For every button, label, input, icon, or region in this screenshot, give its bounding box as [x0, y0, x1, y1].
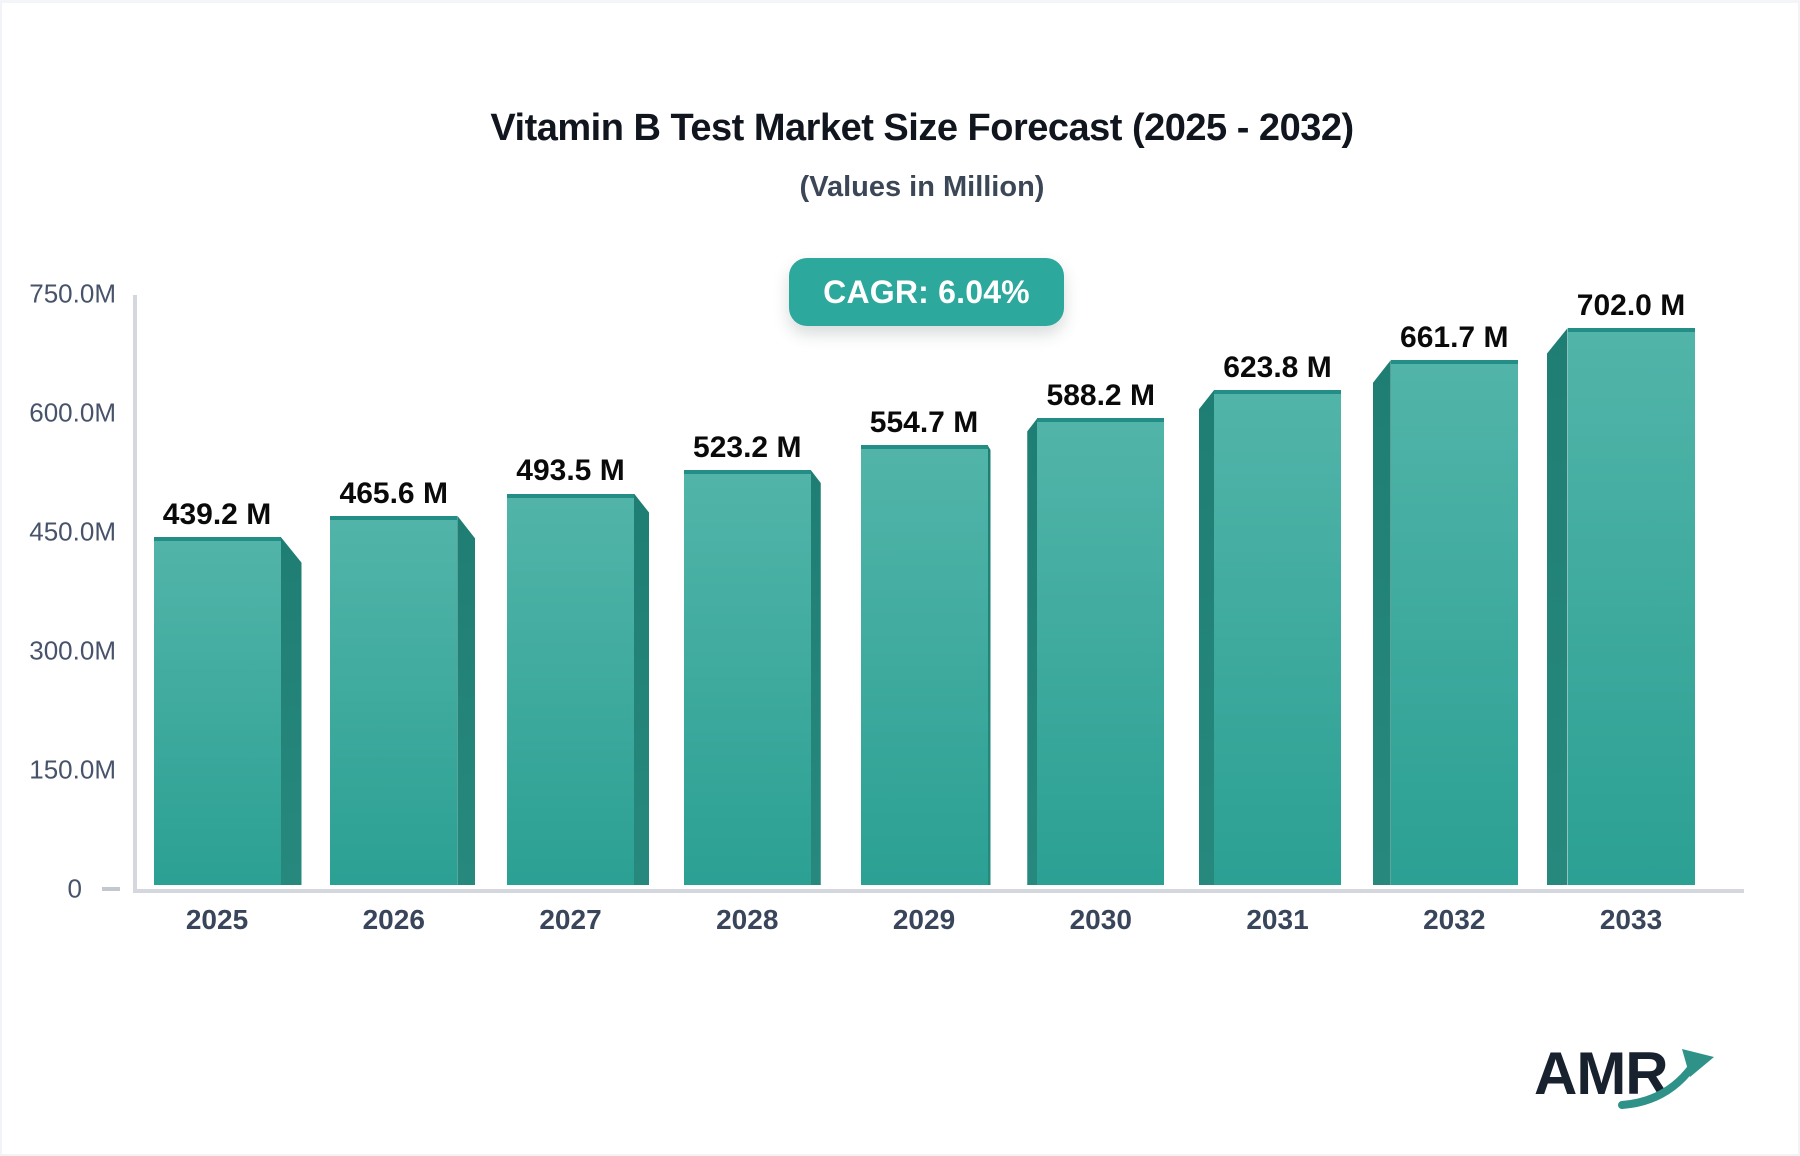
bar-2029: [860, 444, 988, 885]
bar-value-label: 588.2 M: [1046, 379, 1155, 413]
chart-title: Vitamin B Test Market Size Forecast (202…: [490, 107, 1354, 149]
amr-logo: AMR: [1534, 1039, 1734, 1119]
y-tick-label: 150.0M: [29, 754, 116, 785]
bar-side-panel: [1027, 418, 1038, 885]
bar-side-panel: [987, 444, 991, 885]
zero-tick-mark: [102, 887, 120, 891]
bar-value-label: 702.0 M: [1576, 289, 1686, 323]
cagr-badge: CAGR: 6.04%: [789, 258, 1064, 326]
bar-side-panel: [810, 469, 821, 885]
bar-2027: [507, 493, 634, 885]
bar-2033: [1567, 328, 1695, 885]
bar-value-label: 465.6 M: [339, 476, 448, 510]
bar-value-label: 523.2 M: [693, 430, 802, 464]
y-tick-label: 450.0M: [29, 516, 116, 547]
bar-side-panel: [1372, 360, 1391, 885]
y-tick-label: 600.0M: [29, 397, 116, 428]
x-tick-label: 2030: [1069, 904, 1132, 935]
bar-side-panel: [280, 536, 302, 885]
bar-value-label: 554.7 M: [869, 405, 979, 439]
bar-value-label: 623.8 M: [1223, 351, 1332, 385]
y-axis-line: [133, 295, 137, 891]
y-tick-label: 300.0M: [29, 635, 116, 666]
bar-2030: [1037, 418, 1165, 885]
x-tick-label: 2026: [362, 904, 425, 935]
bar-2031: [1214, 390, 1341, 885]
x-tick-label: 2029: [892, 904, 956, 935]
x-tick-label: 2033: [1599, 904, 1663, 935]
y-tick-label: 0: [67, 873, 82, 904]
bar-side-panel: [634, 493, 649, 885]
x-axis-line: [133, 889, 1744, 893]
x-tick-label: 2025: [185, 904, 249, 935]
y-tick-label: 750.0M: [29, 278, 116, 309]
bar-side-panel: [1199, 390, 1214, 885]
growth-arrow-icon: [1618, 1049, 1714, 1109]
x-tick-label: 2031: [1246, 904, 1309, 935]
bar-2028: [683, 469, 811, 885]
bar-value-label: 439.2 M: [162, 497, 272, 531]
bar-value-label: 493.5 M: [516, 454, 625, 488]
bar-value-label: 661.7 M: [1400, 321, 1509, 355]
bar-side-panel: [1546, 328, 1568, 885]
x-tick-label: 2032: [1423, 904, 1486, 935]
x-tick-label: 2028: [716, 904, 779, 935]
chart-subtitle: (Values in Million): [799, 171, 1045, 203]
amr-logo-text: AMR: [1534, 1040, 1669, 1107]
x-tick-label: 2027: [539, 904, 602, 935]
cagr-badge-label: CAGR: 6.04%: [823, 273, 1030, 310]
bar-2025: [153, 536, 281, 885]
bar-2026: [330, 515, 458, 885]
bar-side-panel: [457, 515, 476, 885]
bar-2032: [1390, 360, 1518, 885]
